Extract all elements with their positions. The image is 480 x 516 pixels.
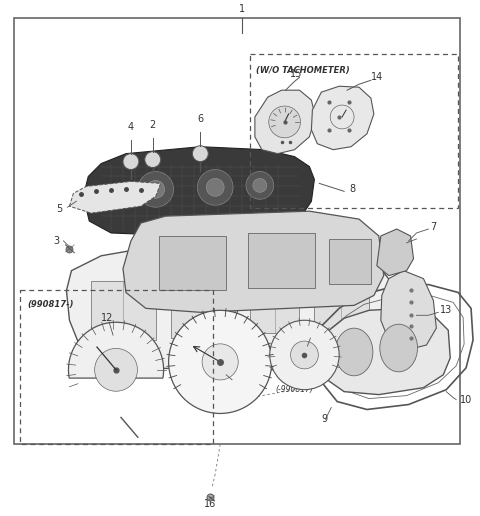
Polygon shape	[377, 229, 414, 276]
Ellipse shape	[380, 324, 418, 372]
Circle shape	[192, 146, 208, 162]
Bar	[314, 285, 369, 335]
Polygon shape	[255, 90, 315, 154]
Text: 8: 8	[349, 184, 355, 195]
Circle shape	[123, 154, 139, 170]
Text: (-990817): (-990817)	[276, 384, 313, 394]
Polygon shape	[381, 271, 436, 350]
Circle shape	[197, 170, 233, 205]
Text: 6: 6	[197, 114, 204, 124]
Bar	[20, 291, 213, 444]
Polygon shape	[312, 86, 374, 150]
Bar	[250, 279, 300, 333]
Text: 16: 16	[204, 498, 216, 509]
Polygon shape	[84, 147, 314, 236]
Bar	[329, 239, 371, 284]
Circle shape	[145, 152, 161, 168]
Text: 10: 10	[460, 395, 472, 405]
Circle shape	[95, 348, 137, 391]
Text: 1: 1	[239, 4, 245, 14]
Bar	[250, 55, 458, 208]
Text: 3: 3	[53, 236, 60, 246]
Polygon shape	[317, 309, 450, 395]
Text: (990817-): (990817-)	[28, 300, 74, 310]
Bar	[248, 233, 315, 287]
Text: 9: 9	[321, 414, 327, 425]
Text: 5: 5	[56, 204, 63, 214]
Bar	[159, 236, 226, 291]
Text: 13: 13	[440, 305, 453, 315]
Text: (W/O TACHOMETER): (W/O TACHOMETER)	[256, 67, 349, 75]
Text: 2: 2	[150, 120, 156, 130]
Polygon shape	[69, 322, 164, 378]
Circle shape	[269, 106, 300, 138]
Text: 14: 14	[371, 72, 383, 82]
Polygon shape	[66, 249, 399, 370]
Circle shape	[246, 171, 274, 199]
Circle shape	[253, 179, 267, 192]
Text: 12: 12	[312, 331, 324, 341]
Circle shape	[270, 320, 339, 390]
Circle shape	[147, 181, 165, 198]
Text: 4: 4	[128, 122, 134, 132]
Bar	[14, 18, 460, 444]
Circle shape	[168, 310, 272, 413]
Circle shape	[206, 179, 224, 196]
Polygon shape	[70, 182, 161, 213]
Ellipse shape	[335, 328, 373, 376]
Text: 7: 7	[431, 222, 437, 232]
Text: 15: 15	[289, 69, 302, 79]
Text: 11: 11	[220, 375, 232, 385]
Circle shape	[202, 344, 238, 380]
Text: 12: 12	[101, 313, 114, 323]
Polygon shape	[123, 211, 384, 312]
Circle shape	[138, 171, 174, 207]
Circle shape	[290, 341, 318, 369]
Bar	[170, 279, 235, 338]
Bar	[91, 281, 156, 340]
